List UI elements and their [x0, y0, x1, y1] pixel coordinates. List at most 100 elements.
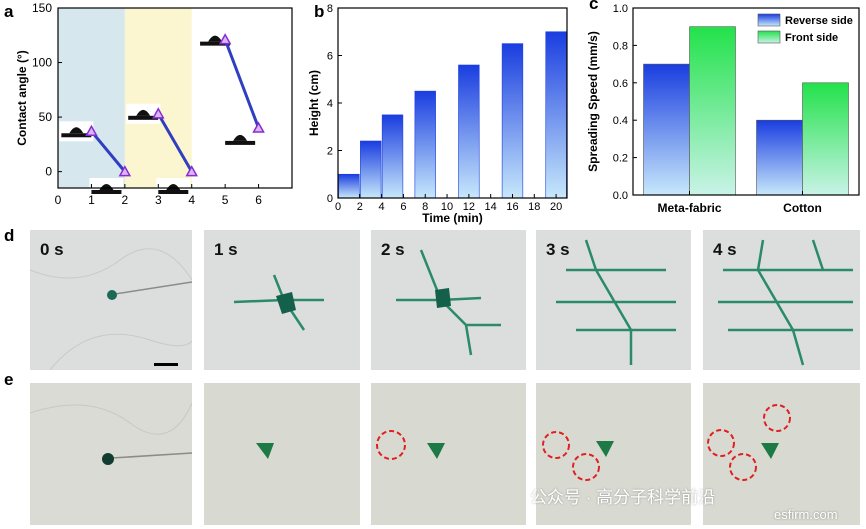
- droplet-substrate-5: [225, 140, 256, 145]
- droplet-substrate-4: [200, 41, 231, 46]
- series-line-1: [156, 113, 194, 173]
- y-tick-label: 2: [327, 146, 333, 158]
- y-axis-label: Contact angle (°): [15, 50, 29, 145]
- x-tick-label: 5: [222, 193, 229, 207]
- data-point: [118, 165, 132, 177]
- photo-d-2s: 2 s: [371, 230, 526, 370]
- panel-letter-b: b: [314, 2, 325, 21]
- x-tick-label: 2: [357, 201, 363, 213]
- bar: [458, 64, 480, 199]
- photo-d-3s: 3 s: [536, 230, 691, 370]
- droplet-substrate-2: [128, 115, 159, 120]
- series-line-2: [223, 39, 260, 129]
- panel-letter-c: c: [589, 0, 599, 13]
- plot-frame: [632, 7, 860, 196]
- x-tick-label: 10: [441, 201, 453, 213]
- x-tick-label: 20: [550, 201, 562, 213]
- droplet-substrate-0: [61, 133, 92, 138]
- x-tick-label: 12: [463, 201, 475, 213]
- y-tick-label: 8: [327, 3, 333, 15]
- photo-e-3: [371, 383, 526, 525]
- category-label: Cotton: [783, 201, 822, 215]
- photo-e-5: [703, 383, 860, 525]
- shaded-region-1: [124, 8, 192, 188]
- y-tick-label: 0.8: [613, 40, 628, 52]
- x-axis-label: Time (min): [422, 211, 482, 225]
- bar: [756, 119, 803, 196]
- photo-d-4s: 4 s: [703, 230, 860, 370]
- photo-e-1: [30, 383, 192, 525]
- x-tick-label: 18: [528, 201, 540, 213]
- time-label: 2 s: [381, 240, 405, 259]
- x-tick-label: 8: [422, 201, 428, 213]
- watermark: 公众号 · 高分子科学前沿: [530, 488, 716, 507]
- x-tick-label: 1: [88, 193, 95, 207]
- droplet-0: [69, 127, 84, 134]
- droplet-substrate-3: [158, 190, 189, 194]
- time-label: 0 s: [40, 240, 64, 259]
- legend-swatch: [757, 13, 781, 27]
- x-tick-label: 16: [506, 201, 518, 213]
- data-point: [218, 33, 232, 45]
- y-tick-label: 4: [327, 98, 333, 110]
- x-tick-label: 6: [400, 201, 406, 213]
- time-label: 1 s: [214, 240, 238, 259]
- x-tick-label: 0: [55, 193, 62, 207]
- photo-d-0s: 0 s: [30, 230, 192, 370]
- x-tick-label: 14: [485, 201, 497, 213]
- legend-swatch: [757, 30, 781, 44]
- category-label: Meta-fabric: [657, 201, 721, 215]
- y-axis-label: Spreading Speed (mm/s): [586, 31, 600, 172]
- x-tick-label: 0: [335, 201, 341, 213]
- bar: [360, 140, 382, 199]
- bar: [381, 114, 404, 199]
- data-point: [185, 165, 198, 177]
- droplet-5: [233, 134, 248, 141]
- y-tick-label: 1.0: [613, 3, 628, 15]
- y-tick-label: 6: [327, 51, 333, 63]
- droplet-2: [136, 109, 151, 116]
- panel-letter-d: d: [4, 226, 15, 245]
- x-tick-label: 4: [379, 201, 385, 213]
- site-label: esfirm.com: [774, 507, 838, 522]
- y-tick-label: 0.2: [613, 153, 628, 165]
- y-tick-label: 150: [32, 1, 52, 15]
- legend-label: Reverse side: [785, 15, 853, 27]
- data-point: [85, 124, 98, 137]
- series-line-0: [90, 130, 127, 173]
- y-tick-label: 0: [327, 193, 333, 205]
- contact-angle-chart: 0 1 2 3 4 5 6 0 50 100 150 Contact angle (°): [15, 1, 293, 207]
- time-label: 4 s: [713, 240, 737, 259]
- y-tick-label: 0.6: [613, 78, 628, 90]
- y-tick-label: 100: [32, 56, 52, 70]
- bar: [689, 26, 736, 196]
- panel-letter-a: a: [4, 2, 14, 21]
- photo-e-4: [536, 383, 691, 525]
- y-axis-label: Height (cm): [307, 70, 321, 136]
- bar: [501, 43, 524, 199]
- panel-letter-e: e: [4, 370, 14, 389]
- droplet-substrate-1: [91, 190, 122, 194]
- x-tick-label: 4: [188, 193, 195, 207]
- x-tick-label: 3: [155, 193, 162, 207]
- y-tick-label: 0: [45, 165, 52, 179]
- plot-frame: [57, 7, 293, 189]
- bar: [802, 82, 849, 196]
- x-tick-label: 6: [255, 193, 262, 207]
- bar: [643, 63, 690, 196]
- photo-d-1s: 1 s: [204, 230, 360, 370]
- y-tick-label: 0.0: [613, 190, 628, 202]
- data-point: [152, 107, 165, 119]
- legend-label: Front side: [785, 32, 838, 44]
- time-label: 3 s: [546, 240, 570, 259]
- droplet-4: [208, 35, 223, 42]
- x-tick-label: 2: [122, 193, 129, 207]
- bar: [545, 31, 567, 199]
- bar: [338, 173, 360, 199]
- data-point: [252, 121, 265, 133]
- bar: [414, 90, 436, 199]
- y-tick-label: 0.4: [613, 115, 628, 127]
- y-tick-label: 50: [39, 110, 53, 124]
- spreading-speed-chart: Meta-fabric Cotton 0.0 0.2 0.4 0.6 0.8 1.0 Sprea…: [586, 3, 860, 215]
